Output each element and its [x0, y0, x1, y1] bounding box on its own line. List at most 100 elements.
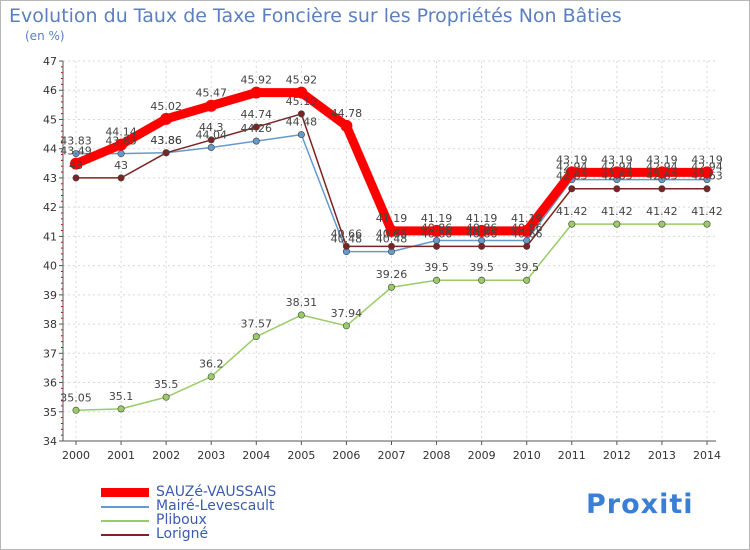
legend-swatch-lorigne	[101, 534, 149, 536]
data-point	[613, 220, 621, 228]
data-point	[117, 405, 125, 413]
x-tick-label: 2005	[287, 449, 315, 462]
series-4	[72, 110, 711, 250]
data-label: 45.47	[195, 87, 227, 100]
data-label: 45.02	[150, 100, 182, 113]
data-point	[205, 99, 218, 112]
data-label: 41.19	[421, 212, 453, 225]
data-label: 44.26	[241, 122, 273, 135]
data-label: 45.92	[286, 74, 318, 87]
data-point	[385, 224, 398, 237]
data-label: 44.3	[199, 121, 224, 134]
data-label: 35.5	[154, 378, 179, 391]
data-point	[297, 311, 305, 319]
data-label: 42.63	[646, 170, 678, 183]
legend-label-sauze: SAUZé-VAUSSAIS	[156, 484, 277, 500]
legend-item-lorigne: Lorigné	[101, 526, 421, 542]
data-point	[295, 86, 308, 99]
data-labels-layer: 35.05 35.1 35.5 36.2 37.57 38.31 37.94 39.26 39.…	[60, 74, 723, 405]
data-point	[655, 166, 668, 179]
series-1	[70, 86, 713, 237]
data-point	[613, 185, 621, 193]
data-point	[117, 150, 125, 158]
data-label: 43.19	[646, 153, 678, 166]
data-label: 39.5	[469, 261, 494, 274]
data-point	[252, 123, 260, 131]
x-tick-label: 2007	[378, 449, 406, 462]
data-point	[430, 224, 443, 237]
data-point	[72, 174, 80, 182]
legend: SAUZé-VAUSSAIS Mairé-Levescault Pliboux …	[101, 484, 421, 542]
data-label: 45.92	[241, 74, 273, 87]
chart-title: Evolution du Taux de Taxe Foncière sur l…	[9, 5, 622, 27]
data-point	[475, 224, 488, 237]
y-tick-label: 40	[43, 260, 57, 273]
data-point	[701, 166, 713, 179]
data-label: 44.48	[286, 116, 318, 129]
data-point	[160, 112, 173, 125]
data-label: 35.05	[60, 391, 92, 404]
y-tick-label: 43	[43, 172, 57, 185]
data-label: 40.48	[376, 233, 408, 246]
x-tick-label: 2009	[468, 449, 496, 462]
data-point	[658, 185, 666, 193]
x-tick-label: 2010	[513, 449, 541, 462]
data-point	[70, 157, 82, 170]
data-label: 40.66	[421, 227, 453, 240]
data-label: 39.5	[424, 261, 449, 274]
x-tick-label: 2011	[558, 449, 586, 462]
x-tick-label: 2003	[197, 449, 225, 462]
y-tick-label: 35	[43, 406, 57, 419]
legend-swatch-sauze	[101, 488, 149, 497]
data-label: 42.63	[601, 170, 633, 183]
y-tick-label: 46	[43, 84, 57, 97]
data-label: 43.83	[60, 135, 92, 148]
y-tick-label: 44	[43, 143, 57, 156]
x-tick-label: 2006	[332, 449, 360, 462]
legend-item-maire: Mairé-Levescault	[101, 498, 421, 514]
data-point	[433, 242, 441, 250]
data-label: 40.66	[511, 227, 543, 240]
chart-subtitle: (en %)	[25, 29, 65, 43]
legend-item-pliboux: Pliboux	[101, 512, 421, 528]
y-tick-label: 45	[43, 113, 57, 126]
data-label: 41.42	[691, 205, 723, 218]
data-point	[340, 119, 353, 132]
legend-swatch-pliboux	[101, 520, 149, 522]
data-point	[342, 322, 350, 330]
data-point	[117, 174, 125, 182]
data-label: 37.94	[331, 307, 363, 320]
data-label: 44.74	[241, 108, 273, 121]
data-label: 41.19	[376, 212, 408, 225]
data-label: 42.63	[691, 170, 723, 183]
data-point	[252, 137, 260, 145]
data-point	[72, 406, 80, 414]
x-tick-label: 2004	[242, 449, 270, 462]
proxiti-logo: Proxiti	[586, 489, 694, 520]
data-label: 35.1	[109, 390, 134, 403]
legend-label-pliboux: Pliboux	[156, 512, 207, 528]
data-label: 41.19	[466, 212, 498, 225]
data-label: 40.66	[331, 227, 363, 240]
data-label: 43.19	[691, 153, 723, 166]
data-label: 43.19	[601, 153, 633, 166]
data-point	[523, 242, 531, 250]
y-tick-label: 37	[43, 347, 57, 360]
data-label: 44.78	[331, 107, 363, 120]
y-tick-label: 34	[43, 435, 57, 448]
series-3	[72, 220, 711, 414]
data-point	[297, 110, 305, 118]
data-label: 39.26	[376, 268, 408, 281]
data-label: 43.83	[105, 135, 137, 148]
data-point	[565, 166, 578, 179]
data-point	[207, 373, 215, 381]
axes: 34 35 36 37 38 39 40 41 42 43 44 45 46 47 2000 2001 2002…	[43, 55, 721, 462]
data-point	[162, 393, 170, 401]
data-point	[520, 224, 533, 237]
data-label: 37.57	[241, 318, 273, 331]
data-point	[72, 150, 80, 158]
data-point	[703, 185, 711, 193]
x-tick-label: 2001	[107, 449, 135, 462]
